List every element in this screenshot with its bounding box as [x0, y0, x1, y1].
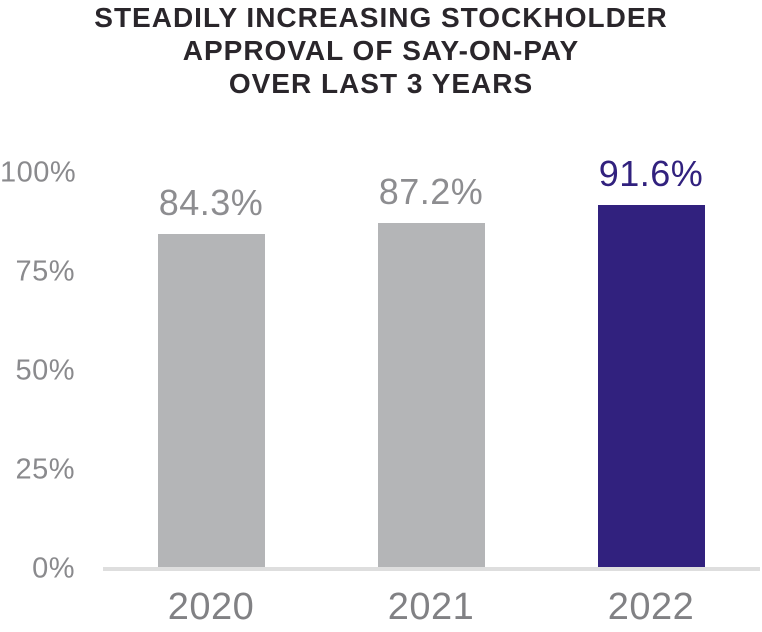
- y-axis-tick-100: 100%: [0, 156, 77, 189]
- y-axis-tick-75: 75%: [15, 255, 75, 288]
- value-label-2022: 91.6%: [598, 153, 704, 194]
- chart-title-line-2: APPROVAL OF SAY-ON-PAY: [182, 35, 580, 66]
- bar-2020: [157, 234, 265, 568]
- value-label-2020: 84.3%: [158, 182, 264, 223]
- bar-2021: [377, 223, 485, 568]
- chart-title: STEADILY INCREASING STOCKHOLDER APPROVAL…: [0, 1, 762, 100]
- category-label-2020: 2020: [167, 586, 255, 628]
- chart-title-line-3: OVER LAST 3 YEARS: [228, 68, 534, 99]
- y-axis-tick-50: 50%: [15, 354, 75, 387]
- y-axis-tick-25: 25%: [15, 453, 75, 486]
- category-label-2022: 2022: [607, 586, 695, 628]
- chart-title-line-1: STEADILY INCREASING STOCKHOLDER: [94, 2, 668, 33]
- category-label-2021: 2021: [387, 586, 475, 628]
- y-axis-tick-0: 0%: [32, 552, 75, 585]
- value-label-2021: 87.2%: [378, 171, 484, 212]
- bar-2022: [597, 205, 705, 568]
- x-axis-line: [103, 567, 760, 571]
